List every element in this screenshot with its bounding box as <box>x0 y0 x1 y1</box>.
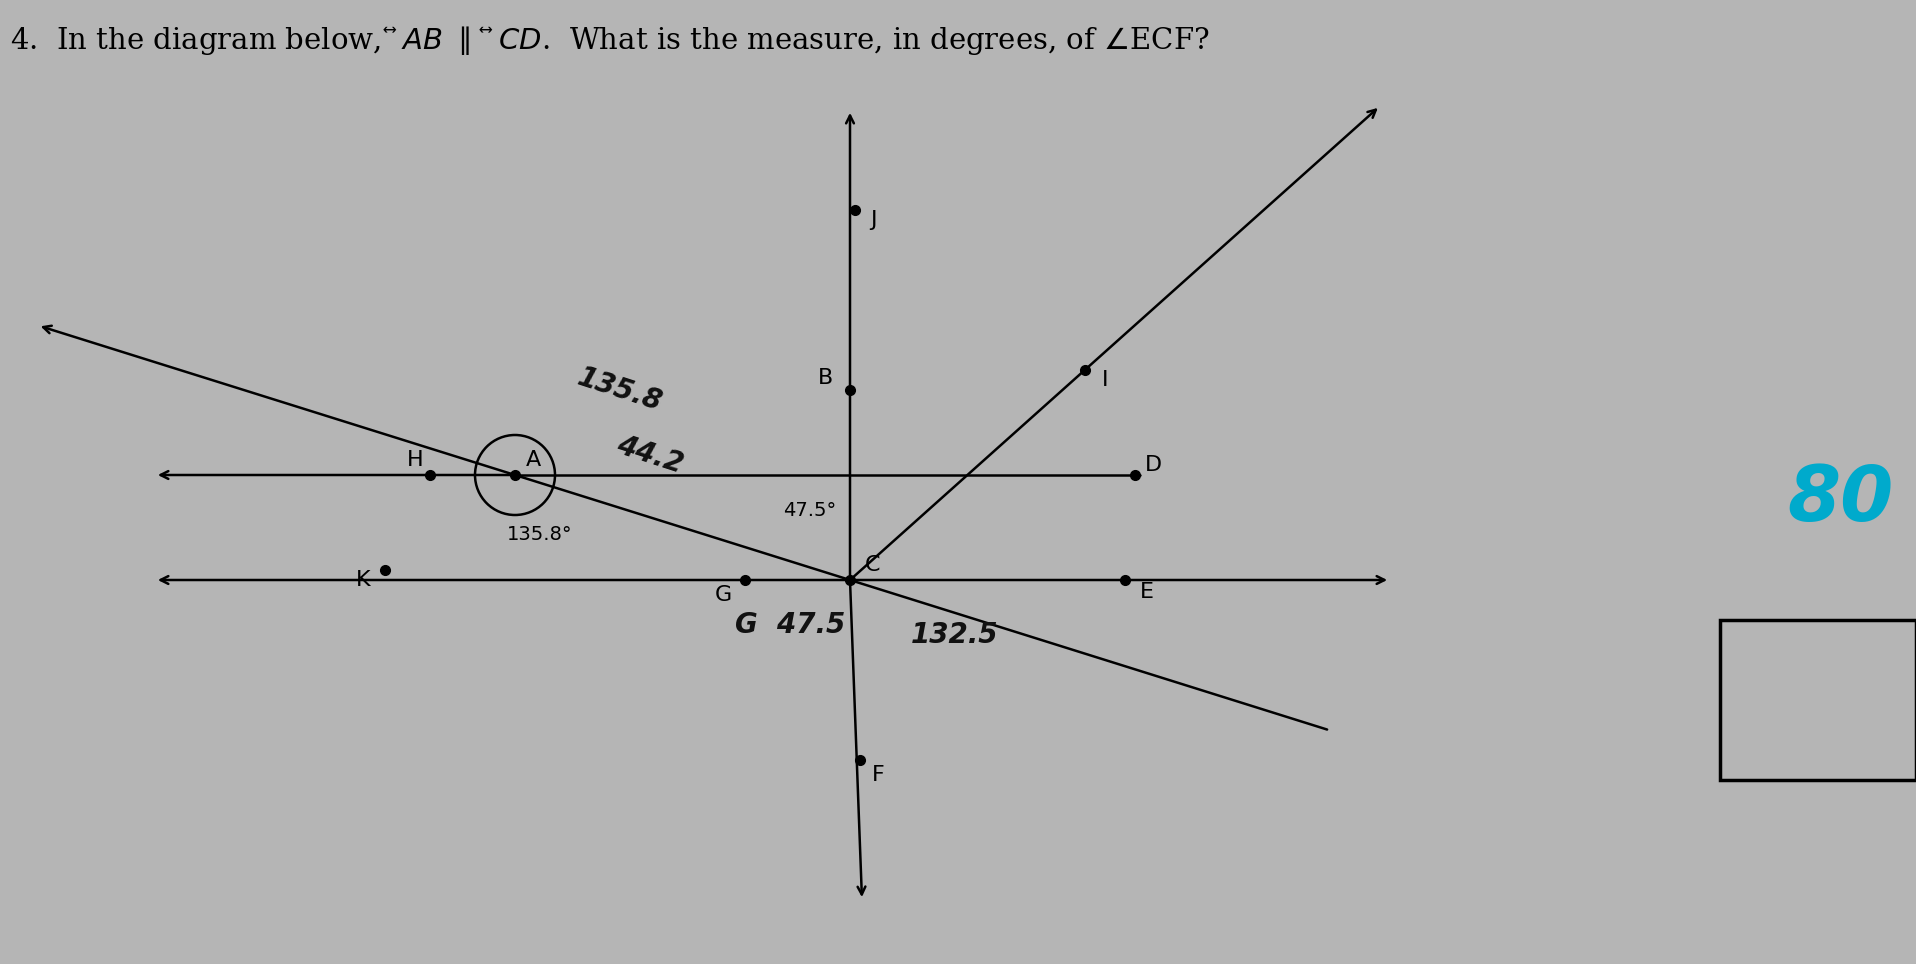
Text: H: H <box>406 450 423 470</box>
Text: E: E <box>1140 582 1153 602</box>
Text: 132.5: 132.5 <box>912 621 998 649</box>
Text: G  47.5: G 47.5 <box>736 611 845 639</box>
Text: 44.2: 44.2 <box>613 431 686 479</box>
Text: K: K <box>356 570 370 590</box>
Text: 80: 80 <box>1788 463 1893 537</box>
Text: 4.  In the diagram below, $\overleftrightarrow{AB}\ \parallel\ \overleftrightarr: 4. In the diagram below, $\overleftright… <box>10 24 1209 57</box>
Bar <box>1721 620 1916 780</box>
Text: 135.8: 135.8 <box>575 363 667 416</box>
Text: A: A <box>525 450 540 470</box>
Text: G: G <box>715 585 732 605</box>
Text: 47.5°: 47.5° <box>784 500 837 520</box>
Text: F: F <box>872 765 885 785</box>
Text: J: J <box>870 210 876 230</box>
Text: 135.8°: 135.8° <box>508 525 573 545</box>
Text: I: I <box>1102 370 1107 390</box>
Text: D: D <box>1144 455 1161 475</box>
Text: B: B <box>818 368 833 388</box>
Text: C: C <box>864 555 879 575</box>
